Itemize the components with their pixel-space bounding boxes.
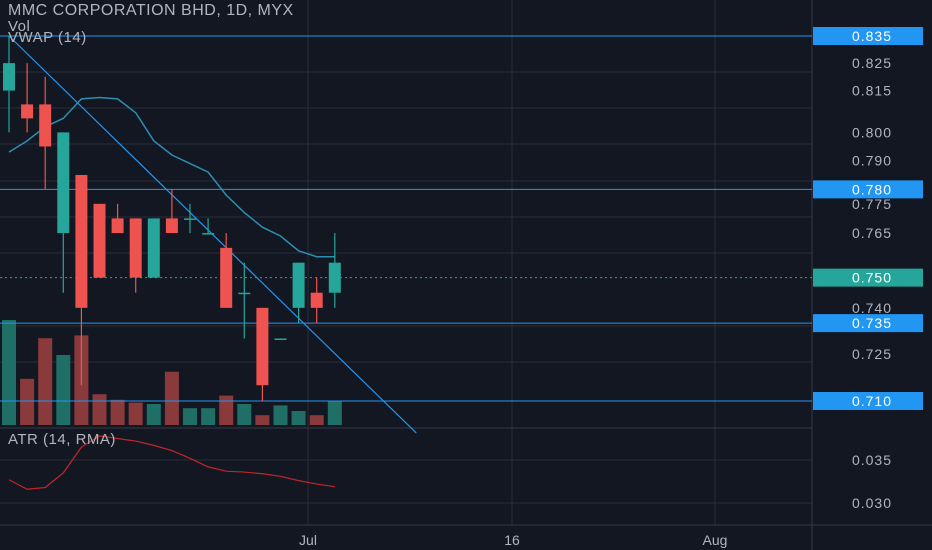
time-tick-label: Jul bbox=[299, 532, 317, 548]
price-tick-label: 0.725 bbox=[852, 346, 892, 362]
level-price-label-bg bbox=[813, 314, 923, 333]
level-price-label-bg bbox=[813, 392, 923, 410]
candle-body bbox=[129, 218, 142, 278]
volume-bar bbox=[2, 320, 16, 425]
volume-bar bbox=[327, 401, 342, 425]
atr-tick-label: 0.035 bbox=[852, 452, 892, 468]
time-tick-label: 16 bbox=[504, 532, 520, 548]
candle-body bbox=[57, 132, 70, 234]
price-tick-label: 0.790 bbox=[852, 153, 892, 169]
volume-bar bbox=[183, 408, 197, 425]
level-price-label-bg bbox=[813, 180, 923, 199]
atr-tick-label: 0.030 bbox=[852, 495, 892, 511]
time-tick-label: Aug bbox=[703, 532, 728, 548]
candle-body bbox=[93, 203, 106, 278]
volume-legend: Vol bbox=[8, 18, 31, 35]
vwap-line bbox=[8, 96, 335, 258]
volume-bar bbox=[219, 395, 234, 425]
volume-bar bbox=[38, 338, 53, 425]
candle-body bbox=[274, 338, 287, 340]
volume-bar bbox=[237, 404, 252, 425]
last-price-label-bg bbox=[813, 268, 923, 287]
volume-bar bbox=[20, 378, 35, 425]
volume-bar bbox=[92, 394, 107, 425]
volume-bar bbox=[255, 415, 270, 425]
level-price-label: 0.735 bbox=[852, 315, 892, 331]
volume-bar bbox=[128, 402, 143, 425]
volume-bar bbox=[110, 399, 125, 425]
volume-bar bbox=[146, 404, 161, 425]
candle-body bbox=[184, 218, 196, 220]
candle-body bbox=[39, 104, 52, 147]
candle-body bbox=[256, 307, 269, 386]
candle-body bbox=[202, 233, 215, 235]
candle-body bbox=[147, 218, 160, 278]
vwap-legend: VWAP (14) bbox=[8, 29, 87, 46]
candle-body bbox=[220, 247, 233, 308]
level-price-label: 0.710 bbox=[852, 393, 892, 409]
candle-body bbox=[328, 262, 341, 293]
candle-body bbox=[165, 218, 178, 234]
last-price-label: 0.750 bbox=[852, 270, 892, 286]
atr-line bbox=[8, 435, 335, 490]
atr-legend: ATR (14, RMA) bbox=[8, 431, 116, 448]
level-price-label: 0.780 bbox=[852, 181, 892, 197]
volume-bar bbox=[309, 415, 324, 425]
price-tick-label: 0.800 bbox=[852, 124, 892, 140]
volume-bar bbox=[291, 411, 306, 425]
volume-bar bbox=[273, 405, 288, 425]
candle-body bbox=[310, 292, 323, 308]
price-tick-label: 0.815 bbox=[852, 83, 892, 99]
volume-bar bbox=[201, 408, 216, 425]
price-tick-label: 0.740 bbox=[852, 300, 892, 316]
volume-bar bbox=[164, 371, 179, 425]
candle-body bbox=[21, 104, 34, 119]
price-tick-label: 0.775 bbox=[852, 196, 892, 212]
level-price-label: 0.835 bbox=[852, 28, 892, 44]
level-price-label-bg bbox=[813, 27, 923, 45]
chart-title: MMC CORPORATION BHD, 1D, MYX bbox=[8, 2, 294, 19]
volume-bar bbox=[56, 355, 71, 425]
candle-body bbox=[111, 218, 124, 234]
price-tick-label: 0.765 bbox=[852, 225, 892, 241]
candle-body bbox=[3, 63, 15, 91]
candle-body bbox=[75, 174, 88, 308]
candle-body bbox=[292, 262, 305, 308]
candle-body bbox=[238, 292, 251, 295]
price-tick-label: 0.825 bbox=[852, 55, 892, 71]
